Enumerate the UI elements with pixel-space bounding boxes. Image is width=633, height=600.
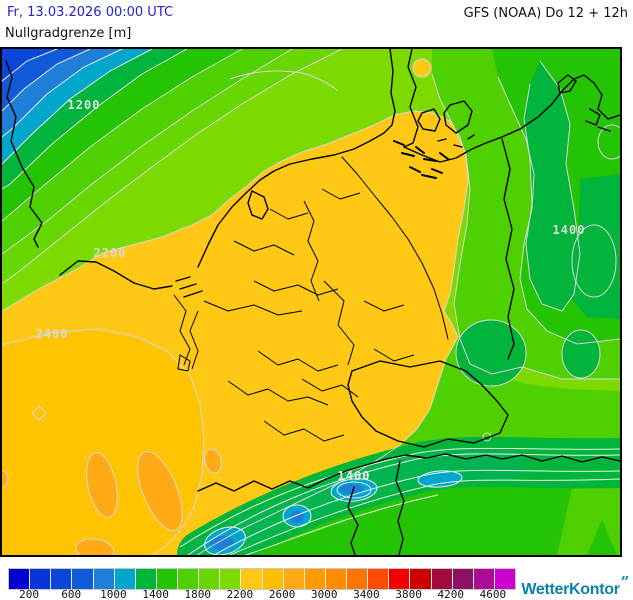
legend-tick-label: 1400	[142, 588, 169, 600]
parameter-title: Nullgradgrenze [m]	[5, 26, 132, 41]
map-canvas	[2, 49, 620, 555]
legend-color-block	[431, 569, 453, 589]
legend-color-block	[220, 569, 242, 589]
color-scale-legend	[8, 568, 516, 590]
legend-tick-label: 3000	[311, 588, 338, 600]
legend-tick-label: 600	[61, 588, 82, 600]
legend-color-block	[452, 569, 474, 589]
legend-tick-label: 1800	[184, 588, 212, 600]
legend-color-block	[494, 569, 515, 589]
legend-tick-label: 4200	[437, 588, 465, 600]
legend-color-block	[241, 569, 263, 589]
lake-district	[393, 140, 449, 179]
legend-color-block	[283, 569, 305, 589]
legend-color-block	[114, 569, 136, 589]
contour-lines	[2, 49, 620, 555]
legend-color-block	[199, 569, 221, 589]
coastlines-and-borders	[5, 49, 620, 555]
model-run-label: GFS (NOAA) Do 12 + 12h	[463, 6, 628, 21]
legend-color-block	[389, 569, 411, 589]
legend-color-block	[30, 569, 52, 589]
legend-tick-label: 1000	[100, 588, 127, 600]
legend-tick-label: 2600	[268, 588, 296, 600]
orange-warm-cores	[2, 448, 222, 555]
logo-quote-icon: ”	[620, 573, 630, 591]
legend-color-block	[473, 569, 495, 589]
legend-color-block	[347, 569, 369, 589]
legend-tick-label: 2200	[226, 588, 254, 600]
legend-tick-labels: 200 600 1000 1400 1800 2200 2600 3000 3400 3800 42…	[8, 588, 514, 600]
legend-tick-label: 3800	[395, 588, 422, 600]
legend-color-block	[72, 569, 94, 589]
legend-color-block	[410, 569, 432, 589]
forecast-datetime: Fr, 13.03.2026 00:00 UTC	[7, 5, 174, 20]
legend-tick-label: 4600	[479, 588, 507, 600]
logo-text: WetterKontor	[521, 581, 620, 598]
legend-color-block	[135, 569, 157, 589]
legend-color-block	[325, 569, 347, 589]
legend-color-block	[156, 569, 178, 589]
legend-tick-label: 200	[19, 588, 40, 600]
legend-color-block	[368, 569, 390, 589]
legend-color-block	[9, 569, 31, 589]
wetterkontor-logo[interactable]: WetterKontor”	[521, 573, 629, 599]
legend-color-block	[262, 569, 284, 589]
legend-color-block	[51, 569, 73, 589]
east-cool-region	[432, 49, 620, 379]
legend-tick-label: 3400	[353, 588, 380, 600]
legend-color-block	[93, 569, 115, 589]
weather-map: 1200 2200 2400 1400 1400	[0, 47, 622, 557]
legend-color-block	[178, 569, 200, 589]
state-borders	[173, 188, 415, 442]
legend-color-block	[304, 569, 326, 589]
alps-cold-cores	[177, 436, 620, 555]
